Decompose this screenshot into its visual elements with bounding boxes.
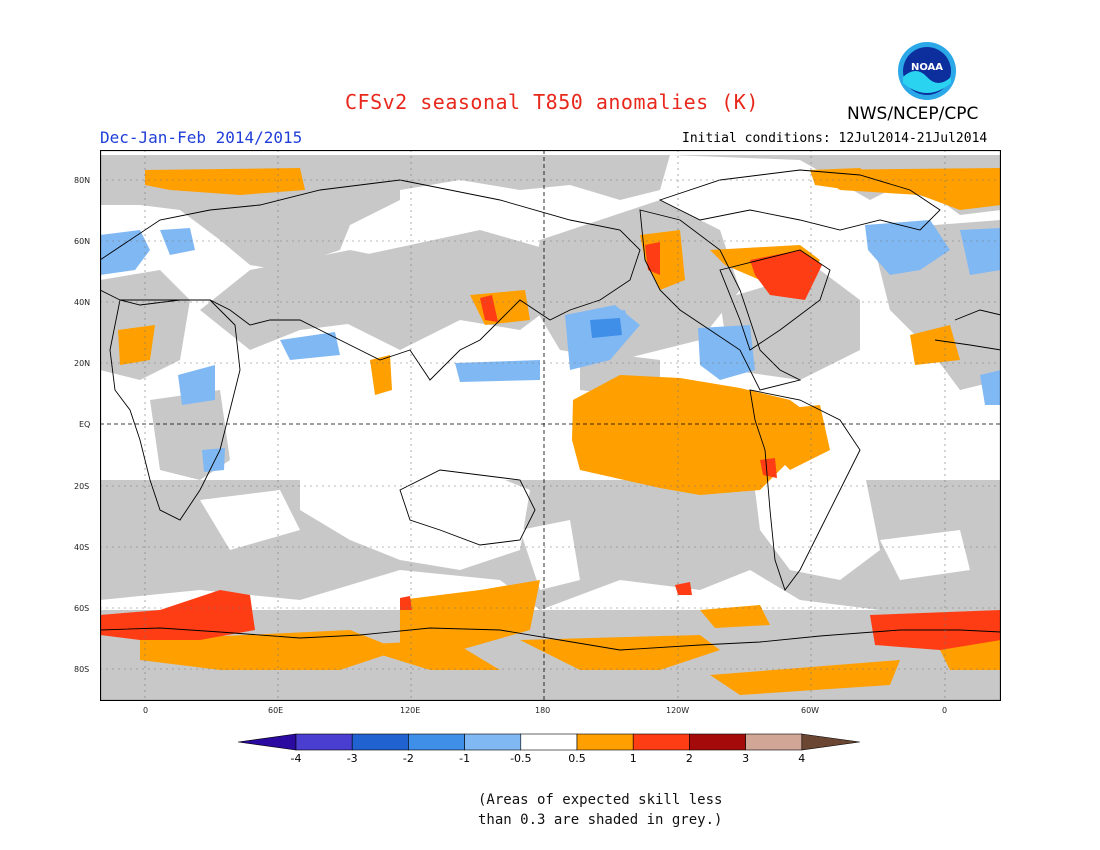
initial-conditions: Initial conditions: 12Jul2014-21Jul2014 <box>682 131 988 146</box>
colorbar-tick-label: 0.5 <box>568 752 586 765</box>
season-label: Dec-Jan-Feb 2014/2015 <box>100 128 303 147</box>
equator-dateline <box>100 150 1001 701</box>
colorbar-cell <box>632 733 690 751</box>
skill-note-line2: than 0.3 are shaded in grey.) <box>478 812 723 828</box>
lat-label: 80S <box>74 665 90 674</box>
map-title: CFSv2 seasonal T850 anomalies (K) <box>345 90 759 114</box>
graticule <box>100 150 1001 701</box>
colorbar-cell <box>745 733 803 751</box>
colorbar-cell <box>520 733 578 751</box>
colorbar-tick-label: -1 <box>459 752 471 765</box>
lat-label: 40S <box>74 543 90 552</box>
cold-anomaly-mid-blue <box>590 318 622 338</box>
colorbar-tick-label: 3 <box>742 752 750 765</box>
lat-label: 60S <box>74 604 90 613</box>
colorbar-tick-label: -0.5 <box>510 752 532 765</box>
colorbar-cell <box>408 733 465 751</box>
lon-label: 180 <box>535 706 551 715</box>
lat-label: 20S <box>74 482 90 491</box>
coastlines <box>100 169 1001 651</box>
lat-label: EQ <box>79 420 91 429</box>
logo-text: NOAA <box>911 62 943 73</box>
colorbar-cell <box>464 733 522 751</box>
colorbar-tick-label: 1 <box>629 752 637 765</box>
lat-label: 20N <box>74 359 91 368</box>
lat-label: 40N <box>74 298 91 307</box>
colorbar-arrow-high <box>801 733 860 751</box>
lon-label: 0 <box>942 706 948 715</box>
lon-label: 120E <box>400 706 421 715</box>
colorbar-tick-label: -2 <box>402 752 414 765</box>
colorbar-cell <box>576 733 634 751</box>
colorbar-tick-label: 2 <box>685 752 693 765</box>
agency-label: NWS/NCEP/CPC <box>847 104 979 124</box>
lat-label: 80N <box>74 176 91 185</box>
colorbar-arrow-low <box>238 733 297 751</box>
noaa-logo: NOAA <box>898 42 956 100</box>
anomaly-map <box>100 150 1001 701</box>
colorbar-cell <box>295 733 353 751</box>
colorbar-tick-label: -3 <box>346 752 358 765</box>
colorbar-cell <box>351 733 409 751</box>
warm-anomaly-red <box>100 242 1001 650</box>
colorbar-tick-label: 4 <box>798 752 806 765</box>
colorbar-tick-label: -4 <box>290 752 302 765</box>
lon-label: 60W <box>801 706 820 715</box>
lon-label: 60E <box>268 706 284 715</box>
colorbar-cell <box>689 733 746 751</box>
color-legend-bar <box>238 733 860 751</box>
cold-anomaly-blue <box>100 220 1001 472</box>
lon-label: 0 <box>143 706 149 715</box>
lon-label: 120W <box>666 706 690 715</box>
lat-label: 60N <box>74 237 91 246</box>
skill-note-line1: (Areas of expected skill less <box>478 792 723 808</box>
